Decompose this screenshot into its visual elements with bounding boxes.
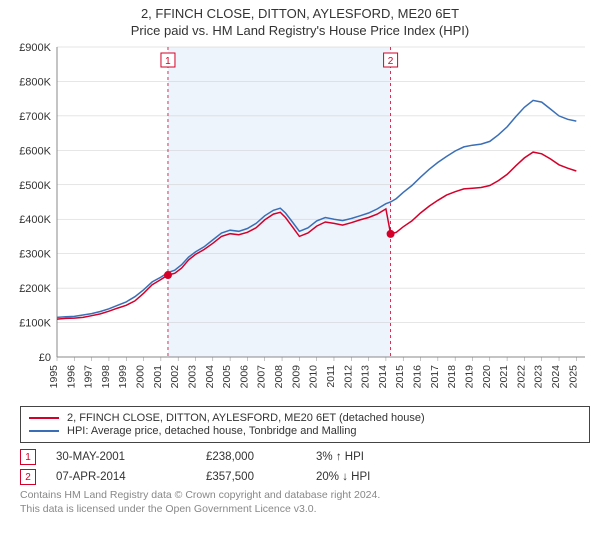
x-tick-label: 2014 (377, 365, 389, 389)
x-tick-label: 2021 (498, 365, 510, 389)
x-tick-label: 1996 (65, 365, 77, 389)
sale-price: £357,500 (206, 471, 296, 483)
x-tick-label: 2019 (463, 365, 475, 389)
x-tick-label: 1998 (100, 365, 112, 389)
x-tick-label: 2006 (238, 365, 250, 389)
y-tick-label: £200K (19, 283, 51, 295)
legend-label: 2, FFINCH CLOSE, DITTON, AYLESFORD, ME20… (67, 412, 425, 424)
sale-hpi: 20% ↓ HPI (316, 471, 436, 483)
x-tick-label: 2023 (533, 365, 545, 389)
x-tick-label: 2005 (221, 365, 233, 389)
x-tick-label: 2007 (256, 365, 268, 389)
sale-hpi: 3% ↑ HPI (316, 451, 436, 463)
sale-marker-icon: 2 (20, 469, 36, 485)
y-tick-label: £800K (19, 76, 51, 88)
y-tick-label: £400K (19, 214, 51, 226)
x-tick-label: 2020 (481, 365, 493, 389)
chart-title-block: 2, FFINCH CLOSE, DITTON, AYLESFORD, ME20… (0, 0, 600, 42)
x-tick-label: 2002 (169, 365, 181, 389)
chart-svg: £0 £100K £200K £300K £400K £500K £600K £700K £80… (5, 42, 595, 402)
chart-title-line2: Price paid vs. HM Land Registry's House … (4, 23, 596, 38)
x-tick-label: 2018 (446, 365, 458, 389)
footer-attribution: Contains HM Land Registry data © Crown c… (20, 489, 590, 516)
x-tick-label: 2012 (342, 365, 354, 389)
legend-box: 2, FFINCH CLOSE, DITTON, AYLESFORD, ME20… (20, 406, 590, 443)
x-tick-label: 2001 (152, 365, 164, 389)
sale-date: 07-APR-2014 (56, 471, 186, 483)
x-tick-label: 2003 (186, 365, 198, 389)
x-tick-label: 2004 (204, 365, 216, 389)
y-tick-label: £0 (39, 352, 51, 364)
x-tick-label: 1995 (48, 365, 60, 389)
x-tick-label: 1997 (83, 365, 95, 389)
legend-swatch (29, 417, 59, 419)
x-tick-label: 2015 (394, 365, 406, 389)
sale-row: 1 30-MAY-2001 £238,000 3% ↑ HPI (20, 449, 590, 465)
x-tick-label: 2011 (325, 365, 337, 388)
x-tick-label: 2010 (308, 365, 320, 389)
sale-marker-number: 2 (388, 56, 394, 67)
x-tick-label: 2017 (429, 365, 441, 389)
sale-price: £238,000 (206, 451, 296, 463)
sale-marker-dot (164, 271, 172, 279)
x-tick-label: 1999 (117, 365, 129, 389)
y-tick-label: £700K (19, 111, 51, 123)
legend-row: 2, FFINCH CLOSE, DITTON, AYLESFORD, ME20… (29, 412, 581, 424)
shaded-ownership-band (168, 47, 391, 357)
x-tick-label: 2024 (550, 365, 562, 389)
chart-title-line1: 2, FFINCH CLOSE, DITTON, AYLESFORD, ME20… (4, 6, 596, 21)
x-tick-label: 2009 (290, 365, 302, 389)
y-tick-label: £100K (19, 318, 51, 330)
sale-marker-dot (387, 230, 395, 238)
x-tick-label: 2008 (273, 365, 285, 389)
y-tick-label: £300K (19, 249, 51, 261)
legend-label: HPI: Average price, detached house, Tonb… (67, 425, 356, 437)
sale-row: 2 07-APR-2014 £357,500 20% ↓ HPI (20, 469, 590, 485)
legend-row: HPI: Average price, detached house, Tonb… (29, 425, 581, 437)
x-tick-label: 2022 (515, 365, 527, 389)
y-tick-label: £500K (19, 180, 51, 192)
sale-marker-icon: 1 (20, 449, 36, 465)
sale-marker-number: 1 (165, 56, 171, 67)
footer-line1: Contains HM Land Registry data © Crown c… (20, 489, 590, 503)
y-tick-label: £900K (19, 42, 51, 54)
x-tick-label: 2016 (412, 365, 424, 389)
sale-date: 30-MAY-2001 (56, 451, 186, 463)
y-tick-label: £600K (19, 145, 51, 157)
x-tick-label: 2013 (360, 365, 372, 389)
legend-swatch (29, 430, 59, 432)
x-tick-label: 2000 (135, 365, 147, 389)
sales-table: 1 30-MAY-2001 £238,000 3% ↑ HPI 2 07-APR-2014… (20, 449, 590, 485)
footer-line2: This data is licensed under the Open Gov… (20, 503, 590, 517)
x-tick-label: 2025 (567, 365, 579, 389)
chart-area: £0 £100K £200K £300K £400K £500K £600K £700K £80… (5, 42, 595, 402)
